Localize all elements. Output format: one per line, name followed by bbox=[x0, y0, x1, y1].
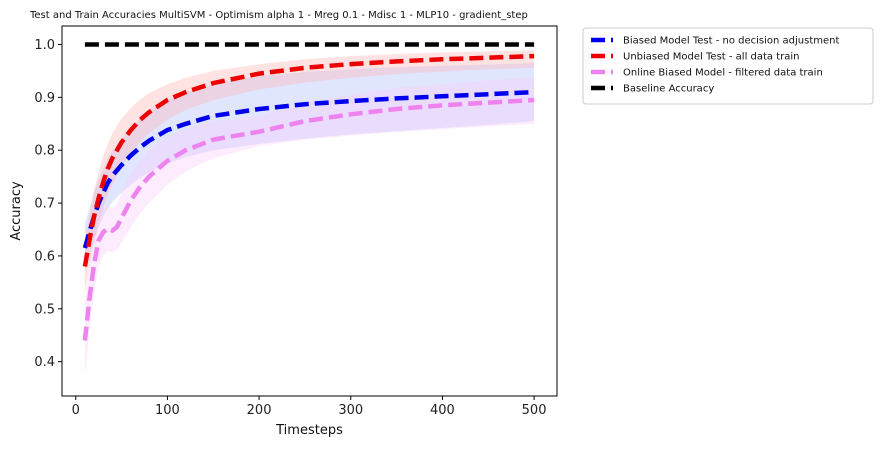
y-tick-label: 0.6 bbox=[34, 249, 55, 264]
legend-entry-baseline-accuracy: Baseline Accuracy bbox=[623, 84, 714, 95]
y-tick-label: 0.7 bbox=[34, 197, 55, 212]
chart-title: Test and Train Accuracies MultiSVM - Opt… bbox=[29, 10, 528, 21]
series-line-unbiased-model-test-all-data-train bbox=[82, 53, 535, 267]
x-tick-label: 400 bbox=[430, 403, 455, 418]
y-axis-ticks: 0.4 0.5 0.6 0.7 0.8 0.9 1.0 bbox=[34, 38, 62, 370]
y-tick-label: 0.4 bbox=[34, 355, 55, 370]
series-line-online-biased-model-filtered-data-train bbox=[82, 97, 535, 341]
x-tick-label: 500 bbox=[522, 403, 547, 418]
y-tick-label: 0.5 bbox=[34, 302, 55, 317]
legend-frame bbox=[582, 27, 874, 105]
band-online-biased-model-filtered-data-train bbox=[84, 77, 535, 378]
x-tick-label: 300 bbox=[338, 403, 363, 418]
x-axis-label: Timesteps bbox=[275, 423, 343, 438]
y-tick-label: 0.9 bbox=[34, 91, 55, 106]
legend-entry-online-biased-model-filtered-data-train: Online Biased Model - filtered data trai… bbox=[623, 68, 823, 79]
x-axis-ticks: 0 100 200 300 400 500 bbox=[72, 396, 547, 418]
legend: Biased Model Test - no decision adjustme… bbox=[582, 27, 874, 105]
y-tick-label: 1.0 bbox=[34, 38, 55, 53]
x-tick-label: 100 bbox=[155, 403, 180, 418]
series-lines bbox=[82, 42, 535, 341]
x-tick-label: 200 bbox=[247, 403, 272, 418]
y-tick-label: 0.8 bbox=[34, 144, 55, 159]
y-axis-label: Accuracy bbox=[9, 181, 24, 241]
band-biased-model-test-no-decision-adjustment bbox=[84, 63, 535, 272]
plot-frame bbox=[61, 25, 558, 397]
legend-entry-unbiased-model-test-all-data-train: Unbiased Model Test - all data train bbox=[623, 52, 800, 63]
legend-entry-biased-model-test-no-decision-adjustment: Biased Model Test - no decision adjustme… bbox=[623, 36, 840, 47]
confidence-bands bbox=[84, 50, 535, 378]
x-tick-label: 0 bbox=[72, 403, 80, 418]
